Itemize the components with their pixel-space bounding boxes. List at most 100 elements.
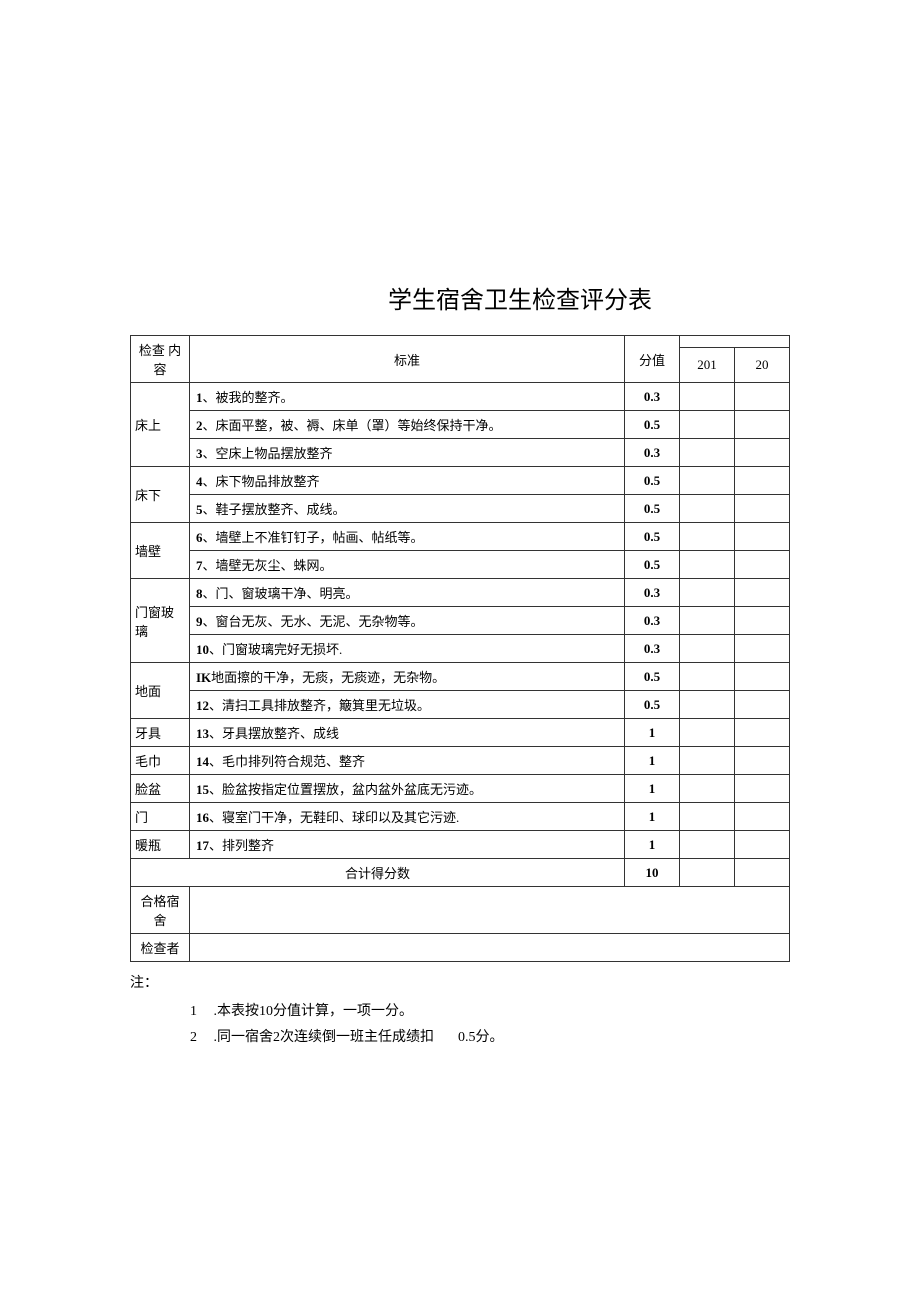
room-cell xyxy=(735,719,790,747)
standard-cell: 12、清扫工具排放整齐，簸箕里无垃圾。 xyxy=(190,691,625,719)
item-number: 15 xyxy=(196,782,209,797)
item-text: 、墙壁上不准钉钉子，帖画、帖纸等。 xyxy=(203,530,424,545)
standard-cell: 15、脸盆按指定位置摆放，盆内盆外盆底无污迹。 xyxy=(190,775,625,803)
room-cell xyxy=(735,803,790,831)
room-cell xyxy=(680,579,735,607)
category-cell: 牙具 xyxy=(131,719,190,747)
standard-cell: 8、门、窗玻璃干净、明亮。 xyxy=(190,579,625,607)
standard-cell: 16、寝室门干净，无鞋印、球印以及其它污迹. xyxy=(190,803,625,831)
score-cell: 0.5 xyxy=(625,467,680,495)
table-row: 暖瓶17、排列整齐1 xyxy=(131,831,790,859)
item-number: IK xyxy=(196,670,211,685)
category-cell: 墙壁 xyxy=(131,523,190,579)
item-number: 10 xyxy=(196,642,209,657)
item-number: 16 xyxy=(196,810,209,825)
qualified-row: 合格宿舍 xyxy=(131,887,790,934)
score-cell: 1 xyxy=(625,803,680,831)
total-row: 合计得分数 10 xyxy=(131,859,790,887)
category-cell: 床上 xyxy=(131,383,190,467)
item-text: 、脸盆按指定位置摆放，盆内盆外盆底无污迹。 xyxy=(209,782,482,797)
inspector-value xyxy=(190,934,790,962)
score-cell: 0.5 xyxy=(625,411,680,439)
room-cell xyxy=(680,663,735,691)
category-cell: 门 xyxy=(131,803,190,831)
room-cell xyxy=(680,831,735,859)
item-text: 、排列整齐 xyxy=(209,838,274,853)
room-cell xyxy=(735,551,790,579)
table-row: 9、窗台无灰、无水、无泥、无杂物等。0.3 xyxy=(131,607,790,635)
table-row: 10、门窗玻璃完好无损坏.0.3 xyxy=(131,635,790,663)
standard-cell: 14、毛巾排列符合规范、整齐 xyxy=(190,747,625,775)
room-cell xyxy=(680,411,735,439)
category-cell: 暖瓶 xyxy=(131,831,190,859)
notes-list: 1 .本表按10分值计算，一项一分。 2 .同一宿舍2次连续倒一班主任成绩扣0.… xyxy=(190,1000,790,1046)
header-room-1: 201 xyxy=(680,348,735,383)
table-row: 床上1、被我的整齐。0.3 xyxy=(131,383,790,411)
total-score: 10 xyxy=(625,859,680,887)
item-text: 、门、窗玻璃干净、明亮。 xyxy=(203,586,359,601)
room-cell xyxy=(735,747,790,775)
standard-cell: 2、床面平整，被、褥、床单（罩）等始终保持干净。 xyxy=(190,411,625,439)
item-text: 、空床上物品摆放整齐 xyxy=(203,446,333,461)
room-cell xyxy=(680,719,735,747)
header-score: 分值 xyxy=(625,336,680,383)
room-cell xyxy=(680,467,735,495)
room-cell xyxy=(735,579,790,607)
notes-section: 注： 1 .本表按10分值计算，一项一分。 2 .同一宿舍2次连续倒一班主任成绩… xyxy=(130,972,790,1046)
scoring-table: 检查 内容 标准 分值 201 20 床上1、被我的整齐。0.32、床面平整，被… xyxy=(130,335,790,962)
item-text: 、清扫工具排放整齐，簸箕里无垃圾。 xyxy=(209,698,430,713)
room-cell xyxy=(735,467,790,495)
standard-cell: 9、窗台无灰、无水、无泥、无杂物等。 xyxy=(190,607,625,635)
room-cell xyxy=(735,663,790,691)
score-cell: 0.3 xyxy=(625,439,680,467)
header-room-2: 20 xyxy=(735,348,790,383)
table-row: 脸盆15、脸盆按指定位置摆放，盆内盆外盆底无污迹。1 xyxy=(131,775,790,803)
table-row: 5、鞋子摆放整齐、成线。0.5 xyxy=(131,495,790,523)
room-cell xyxy=(680,635,735,663)
item-number: 17 xyxy=(196,838,209,853)
standard-cell: 17、排列整齐 xyxy=(190,831,625,859)
room-cell xyxy=(680,775,735,803)
item-text: 、床下物品排放整齐 xyxy=(203,474,320,489)
inspector-label: 检查者 xyxy=(131,934,190,962)
room-cell xyxy=(680,747,735,775)
item-text: 、被我的整齐。 xyxy=(203,390,294,405)
notes-label: 注： xyxy=(130,976,158,991)
room-cell xyxy=(735,831,790,859)
table-row: 门16、寝室门干净，无鞋印、球印以及其它污迹.1 xyxy=(131,803,790,831)
standard-cell: 3、空床上物品摆放整齐 xyxy=(190,439,625,467)
table-row: 地面IK地面擦的干净，无痰，无痰迹，无杂物。0.5 xyxy=(131,663,790,691)
table-row: 墙壁6、墙壁上不准钉钉子，帖画、帖纸等。0.5 xyxy=(131,523,790,551)
room-cell xyxy=(680,495,735,523)
category-cell: 门窗玻璃 xyxy=(131,579,190,663)
category-cell: 脸盆 xyxy=(131,775,190,803)
score-cell: 0.5 xyxy=(625,523,680,551)
score-cell: 0.3 xyxy=(625,579,680,607)
table-row: 牙具13、牙具摆放整齐、成线1 xyxy=(131,719,790,747)
score-cell: 0.3 xyxy=(625,635,680,663)
note-text-a: .同一宿舍2次连续倒一班主任成绩扣 xyxy=(210,1030,434,1045)
room-cell xyxy=(680,551,735,579)
table-row: 12、清扫工具排放整齐，簸箕里无垃圾。0.5 xyxy=(131,691,790,719)
item-text: 、墙壁无灰尘、蛛网。 xyxy=(203,558,333,573)
note-item: 2 .同一宿舍2次连续倒一班主任成绩扣0.5分。 xyxy=(190,1026,790,1046)
room-cell xyxy=(680,803,735,831)
standard-cell: 5、鞋子摆放整齐、成线。 xyxy=(190,495,625,523)
note-text: .本表按10分值计算，一项一分。 xyxy=(210,1004,413,1019)
page-title: 学生宿舍卫生检查评分表 xyxy=(130,280,790,315)
item-text: 、窗台无灰、无水、无泥、无杂物等。 xyxy=(203,614,424,629)
room-cell xyxy=(735,635,790,663)
category-cell: 毛巾 xyxy=(131,747,190,775)
score-cell: 1 xyxy=(625,831,680,859)
table-header-row: 检查 内容 标准 分值 xyxy=(131,336,790,348)
score-cell: 0.5 xyxy=(625,551,680,579)
score-cell: 0.3 xyxy=(625,607,680,635)
item-number: 13 xyxy=(196,726,209,741)
standard-cell: 6、墙壁上不准钉钉子，帖画、帖纸等。 xyxy=(190,523,625,551)
room-cell xyxy=(680,691,735,719)
qualified-value xyxy=(190,887,790,934)
score-cell: 1 xyxy=(625,719,680,747)
standard-cell: 13、牙具摆放整齐、成线 xyxy=(190,719,625,747)
room-cell xyxy=(735,439,790,467)
table-row: 3、空床上物品摆放整齐0.3 xyxy=(131,439,790,467)
